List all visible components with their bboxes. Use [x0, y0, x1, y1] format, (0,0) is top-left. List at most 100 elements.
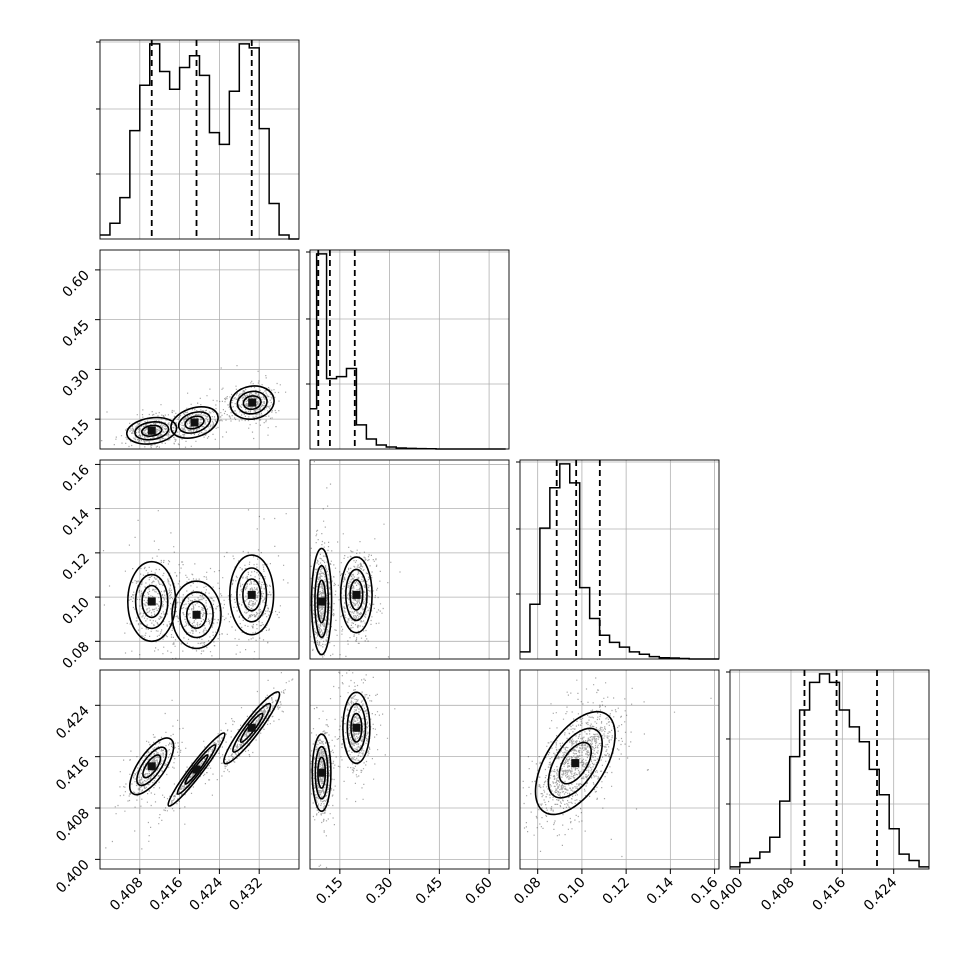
density-peak	[192, 765, 201, 774]
contour-level-2	[232, 702, 272, 753]
density-panel-1-3	[309, 669, 510, 870]
contour-level-2	[345, 568, 368, 622]
contour-level-2	[177, 411, 212, 434]
histogram-steps	[310, 253, 506, 450]
contour-level-1	[170, 406, 219, 439]
y-tick-label: 0.408	[53, 806, 93, 846]
x-tick-label: 0.60	[463, 875, 496, 908]
panel-frame	[309, 249, 510, 450]
x-tick-label: 0.15	[313, 875, 346, 908]
contour-level-1	[128, 737, 175, 796]
contour-level-1	[311, 733, 332, 813]
contour-level-2	[547, 727, 603, 799]
histogram-steps	[730, 673, 929, 868]
density-panel-1-2	[309, 459, 510, 660]
contour-level-3	[349, 579, 364, 611]
contour-level-3	[558, 741, 593, 785]
x-tick-label: 0.416	[810, 874, 850, 914]
histogram-panel-0	[96, 39, 300, 240]
contour-level-1	[229, 385, 275, 420]
contour-level-3	[242, 578, 262, 612]
density-peak	[192, 610, 201, 619]
density-peak	[352, 723, 361, 732]
histogram-panel-3	[726, 669, 930, 870]
density-panel-2-3	[519, 669, 720, 870]
contour-level-1	[223, 691, 281, 765]
density-panel-0-3	[99, 669, 300, 870]
contour-level-2	[314, 564, 330, 639]
x-tick-label: 0.416	[147, 874, 187, 914]
density-content	[520, 677, 712, 858]
contour-level-1	[167, 732, 226, 807]
density-content	[310, 670, 396, 869]
y-tick-label: 0.30	[59, 367, 92, 400]
density-peak	[147, 762, 156, 771]
x-tick-label: 0.424	[187, 874, 227, 914]
density-content	[101, 365, 287, 449]
contour-level-2	[314, 745, 329, 800]
x-tick-label: 0.432	[226, 875, 266, 915]
contour-level-3	[242, 395, 262, 411]
contour-level-3	[140, 424, 163, 437]
panel-frame	[99, 459, 300, 660]
contour-level-2	[236, 390, 268, 415]
y-tick-label: 0.08	[59, 639, 92, 672]
x-tick-label: 0.408	[107, 875, 147, 915]
x-tick-label: 0.408	[758, 875, 798, 915]
contour-level-1	[342, 691, 371, 765]
density-panel-0-1	[99, 249, 300, 450]
contour-level-1	[310, 547, 333, 656]
density-peak	[571, 759, 580, 768]
density-content	[105, 672, 299, 850]
density-content	[102, 509, 289, 659]
x-tick-label: 0.424	[861, 874, 901, 914]
contour-level-1	[126, 560, 177, 643]
panel-frame	[309, 459, 510, 660]
scatter-points	[105, 672, 299, 850]
contour-level-2	[136, 746, 168, 787]
contour-level-3	[142, 754, 162, 779]
contour-level-2	[346, 702, 367, 753]
y-tick-label: 0.45	[59, 317, 92, 350]
y-tick-label: 0.400	[53, 857, 93, 897]
density-peak	[317, 768, 326, 777]
panel-frame	[99, 249, 300, 450]
panel-frame	[99, 669, 300, 870]
x-tick-label: 0.10	[555, 875, 588, 908]
contour-level-3	[184, 415, 205, 430]
contour-level-3	[185, 600, 208, 629]
contour-level-2	[236, 567, 268, 623]
histogram-steps	[100, 43, 299, 240]
density-panel-0-2	[99, 459, 300, 660]
contour-level-1	[125, 416, 178, 445]
x-tick-label: 0.14	[644, 874, 677, 907]
contour-level-1	[228, 554, 275, 636]
scatter-points	[310, 670, 396, 869]
y-tick-label: 0.12	[59, 550, 92, 583]
x-tick-label: 0.12	[600, 875, 633, 908]
y-tick-label: 0.60	[59, 267, 92, 300]
density-peak	[247, 723, 256, 732]
scatter-points	[102, 509, 289, 659]
contour-level-2	[179, 591, 214, 639]
panel-frame	[729, 669, 930, 870]
panel-frame	[519, 669, 720, 870]
contour-level-1	[171, 580, 222, 650]
y-tick-label: 0.10	[59, 595, 92, 628]
density-peak	[190, 418, 199, 427]
density-peak	[247, 590, 256, 599]
y-tick-label: 0.15	[59, 417, 92, 450]
contour-level-3	[350, 712, 363, 743]
density-peak	[317, 597, 326, 606]
density-peak	[147, 426, 156, 435]
panel-frame	[99, 39, 300, 240]
y-tick-label: 0.14	[59, 506, 92, 539]
contour-level-1	[534, 710, 616, 816]
density-peak	[147, 597, 156, 606]
contour-level-3	[141, 584, 163, 619]
contour-level-2	[134, 421, 170, 441]
y-tick-label: 0.16	[59, 462, 92, 495]
histogram-panel-2	[516, 459, 720, 660]
scatter-points	[310, 461, 401, 659]
